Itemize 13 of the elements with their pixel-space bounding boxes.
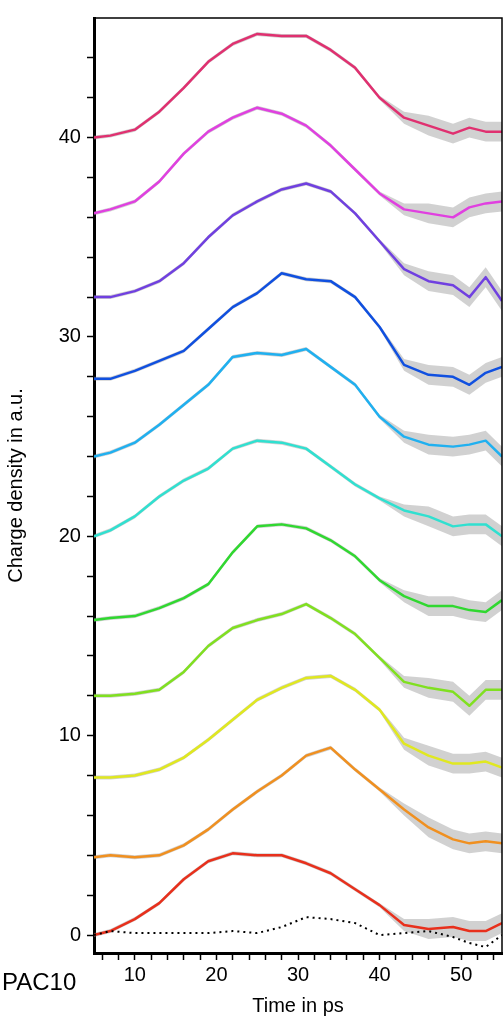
x-tick-label: 50 [450, 962, 473, 985]
y-tick-label: 0 [69, 922, 81, 945]
y-axis-title: Charge density in a.u. [3, 388, 26, 583]
y-tick-label: 20 [58, 523, 81, 546]
text: PAC10 [2, 968, 77, 996]
x-tick-label: 20 [205, 962, 228, 985]
x-tick-label: 40 [368, 962, 391, 985]
y-tick-label: 10 [58, 723, 81, 746]
y-tick-label: 40 [58, 125, 81, 148]
x-tick-label: 30 [286, 962, 310, 985]
y-tick-label: 30 [58, 324, 81, 347]
x-axis-title: Time in ps [252, 993, 344, 1016]
x-tick-label: 10 [123, 962, 146, 985]
